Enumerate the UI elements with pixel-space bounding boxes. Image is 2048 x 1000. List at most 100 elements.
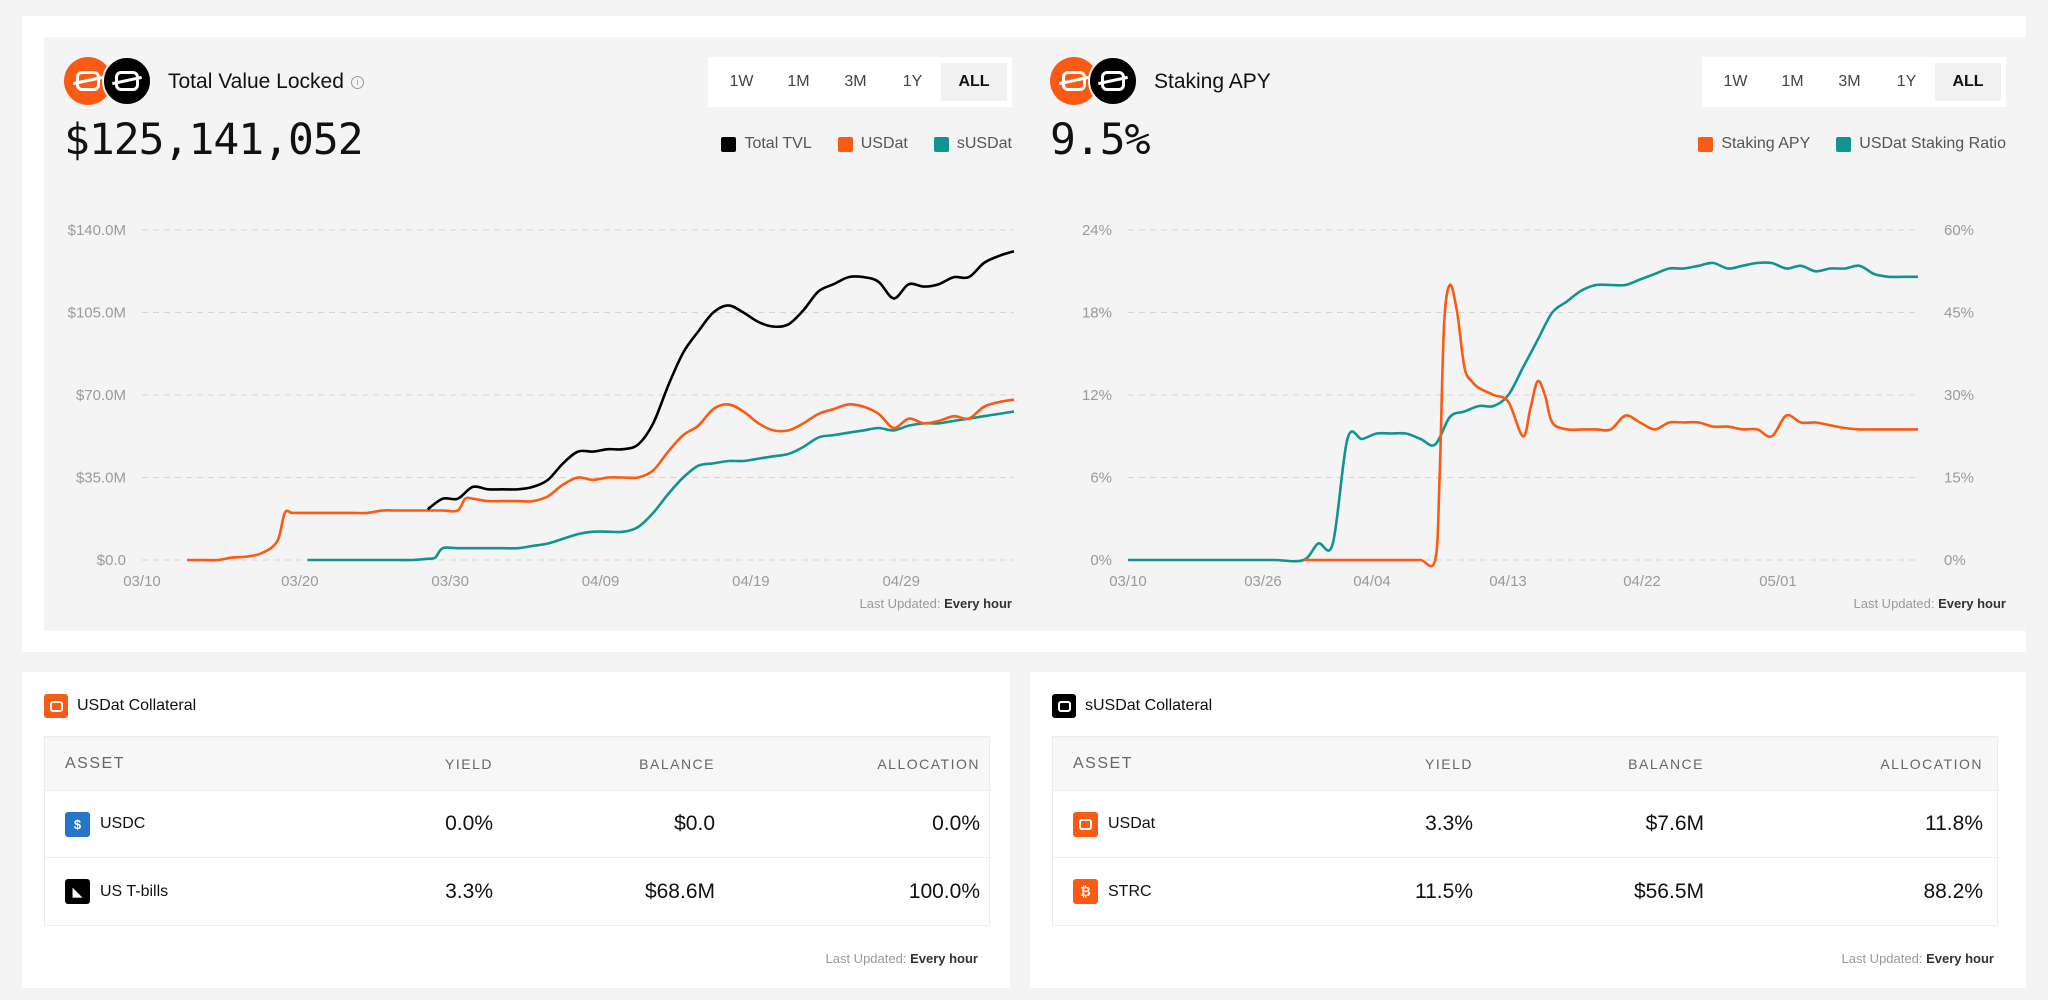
y-tick-label-right: 60% [1944, 222, 1974, 239]
table-row: USDat 3.3% $7.6M 11.8% [1053, 791, 1997, 858]
y-tick-label: $35.0M [76, 470, 126, 487]
y-tick-label: $105.0M [68, 305, 126, 322]
x-tick-label: 03/20 [281, 573, 319, 590]
apy-header: Staking APY [1050, 56, 1271, 107]
allocation-cell: 88.2% [1923, 879, 1983, 903]
yield-cell: 3.3% [1425, 812, 1473, 835]
asset-name: STRC [1108, 882, 1152, 900]
susdat-collateral-header: sUSDat Collateral [1052, 694, 1212, 718]
updated-value: Every hour [910, 951, 978, 966]
table-row: $ USDC 0.0% $0.0 0.0% [45, 791, 989, 858]
x-tick-label: 03/30 [431, 573, 469, 590]
asset-name: USDC [100, 815, 146, 832]
legend-label: Staking APY [1721, 135, 1811, 152]
usdat-collateral-title: USDat Collateral [77, 697, 197, 714]
tvl-range-tabs: 1W 1M 3M 1Y ALL [708, 57, 1012, 107]
col-yield: YIELD [445, 755, 493, 772]
x-tick-label: 05/01 [1759, 573, 1797, 590]
y-tick-label-left: 12% [1082, 387, 1112, 404]
y-tick-label-left: 6% [1090, 470, 1112, 487]
updated-value: Every hour [1926, 951, 1994, 966]
tvl-logo-pair [64, 56, 152, 107]
charts-section: Total Value Locked i 1W 1M 3M 1Y ALL $12… [22, 16, 2026, 652]
yield-cell: 3.3% [445, 879, 493, 903]
y-tick-label: $70.0M [76, 387, 126, 404]
apy-title: Staking APY [1154, 70, 1271, 93]
balance-cell: $7.6M [1645, 812, 1704, 835]
susdat-collateral-last-updated: Last Updated: Every hour [1842, 951, 1995, 966]
updated-label: Last Updated: [1853, 596, 1935, 611]
usdat-collateral-last-updated: Last Updated: Every hour [826, 951, 979, 966]
series-line-susdat [307, 410, 1015, 562]
tab-1y[interactable]: 1Y [1896, 73, 1917, 90]
usdat-collateral-section: USDat Collateral ASSET YIELD BALANCE ALL… [22, 672, 1010, 988]
tab-3m[interactable]: 3M [1838, 73, 1861, 90]
table-row: ₿ STRC 11.5% $56.5M 88.2% [1053, 858, 1997, 925]
tab-all[interactable]: ALL [941, 63, 1007, 101]
allocation-cell: 100.0% [908, 879, 980, 903]
updated-label: Last Updated: [859, 596, 941, 611]
allocation-cell: 0.0% [932, 812, 980, 835]
asset-cell: ◣ US T-bills [45, 879, 315, 904]
series-line-usdat [187, 398, 1015, 562]
tvl-card: Total Value Locked i 1W 1M 3M 1Y ALL $12… [44, 37, 1032, 631]
legend-item-staking-ratio: USDat Staking Ratio [1836, 135, 2006, 153]
legend-item-usdat: USDat [837, 135, 908, 153]
usdat-icon [1073, 811, 1098, 837]
x-tick-label: 04/22 [1623, 573, 1661, 590]
balance-cell: $56.5M [1633, 879, 1704, 903]
strc-icon: ₿ [1073, 879, 1098, 904]
asset-cell: $ USDC [45, 811, 315, 837]
tab-3m[interactable]: 3M [844, 73, 867, 90]
tvl-header: Total Value Locked i [64, 56, 364, 107]
asset-cell: USDat [1053, 811, 1353, 837]
tab-1m[interactable]: 1M [787, 73, 810, 90]
legend-swatch [837, 136, 853, 152]
col-yield: YIELD [1425, 755, 1473, 772]
yield-cell: 0.0% [445, 812, 493, 835]
table-header: ASSET YIELD BALANCE ALLOCATION [1053, 737, 1997, 791]
usdc-icon: $ [65, 811, 90, 837]
tvl-legend: Total TVL USDat sUSDat [721, 135, 1012, 153]
tbills-icon: ◣ [65, 879, 90, 904]
y-tick-label: $0.0 [97, 552, 126, 569]
legend-swatch [1698, 136, 1714, 152]
x-tick-label: 04/29 [882, 573, 920, 590]
apy-last-updated: Last Updated: Every hour [1854, 596, 2007, 611]
legend-label: sUSDat [956, 135, 1012, 152]
table-header: ASSET YIELD BALANCE ALLOCATION [45, 737, 989, 791]
tab-1m[interactable]: 1M [1781, 73, 1804, 90]
y-tick-label-right: 0% [1944, 552, 1966, 569]
x-tick-label: 04/04 [1353, 573, 1391, 590]
tab-1w[interactable]: 1W [729, 73, 754, 90]
apy-chart[interactable]: 0% 0% 6% 15% 12% 30% 18% 45% 24% 60% 03/10 03/26 04/… [1030, 37, 2026, 631]
tvl-chart[interactable]: $0.0 $35.0M $70.0M $105.0M $140.0M 03/10 03/20… [44, 37, 1032, 631]
tvl-last-updated: Last Updated: Every hour [860, 596, 1013, 611]
usdat-icon [44, 694, 68, 718]
info-icon[interactable]: i [350, 75, 364, 89]
tab-1y[interactable]: 1Y [902, 73, 923, 90]
asset-cell: ₿ STRC [1053, 879, 1353, 904]
x-tick-label: 04/13 [1489, 573, 1527, 590]
series-line-total-tvl [426, 249, 1015, 511]
col-balance: BALANCE [1628, 755, 1704, 772]
balance-cell: $0.0 [674, 812, 715, 835]
series-line-staking-apy [1303, 283, 1918, 568]
x-tick-label: 03/26 [1244, 573, 1282, 590]
tab-1w[interactable]: 1W [1723, 73, 1748, 90]
allocation-cell: 11.8% [1925, 812, 1983, 835]
legend-swatch [1836, 136, 1852, 152]
legend-item-staking-apy: Staking APY [1698, 135, 1810, 153]
tab-all[interactable]: ALL [1935, 63, 2001, 101]
updated-value: Every hour [944, 596, 1012, 611]
susdat-logo-icon [1088, 56, 1138, 106]
y-tick-label-right: 45% [1944, 305, 1974, 322]
col-asset: ASSET [65, 754, 125, 772]
asset-name: US T-bills [100, 882, 169, 900]
tvl-value: $125,141,052 [64, 115, 364, 165]
updated-label: Last Updated: [1841, 951, 1923, 966]
legend-item-susdat: sUSDat [933, 135, 1012, 153]
legend-swatch [933, 136, 949, 152]
y-tick-label-right: 15% [1944, 470, 1974, 487]
susdat-collateral-table: ASSET YIELD BALANCE ALLOCATION USDat 3.3… [1052, 736, 1998, 926]
